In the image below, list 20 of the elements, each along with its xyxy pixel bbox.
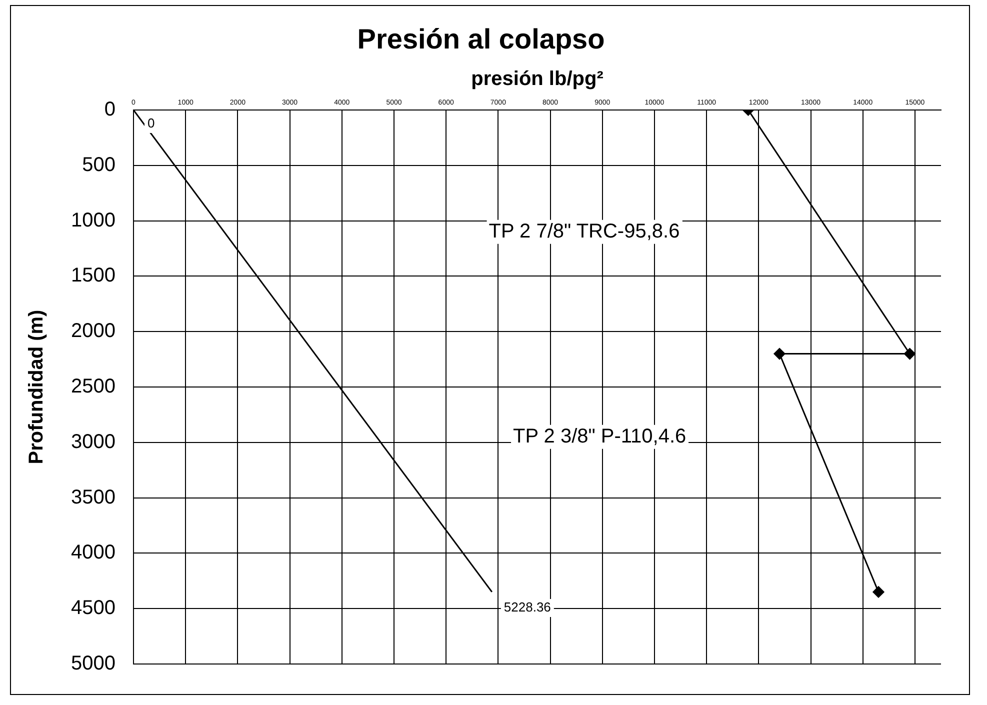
chart-title: Presión al colapso	[357, 24, 605, 55]
y-tick-label: 1000	[70, 209, 116, 232]
annotation: 5228.36	[504, 600, 551, 615]
annotation: TP 2 7/8" TRC-95,8.6	[488, 220, 680, 242]
y-tick-label: 3500	[70, 486, 116, 508]
y-tick-label: 4500	[70, 597, 116, 620]
x-axis-title: presión lb/pg²	[471, 68, 604, 90]
y-tick-label: 1500	[70, 264, 116, 287]
y-tick-label: 500	[82, 154, 116, 176]
y-tick-label: 2500	[70, 376, 116, 398]
point	[872, 586, 884, 598]
point	[774, 348, 786, 360]
y-tick-label: 5000	[70, 652, 116, 675]
annotation: 0	[147, 116, 155, 131]
y-tick-label: 2000	[70, 320, 116, 342]
y-tick-label: 3000	[70, 430, 116, 453]
y-tick-label: 4000	[70, 542, 116, 564]
y-axis-title: Profundidad (m)	[26, 310, 48, 464]
annotation: TP 2 3/8" P-110,4.6	[513, 425, 686, 448]
point	[904, 348, 916, 360]
